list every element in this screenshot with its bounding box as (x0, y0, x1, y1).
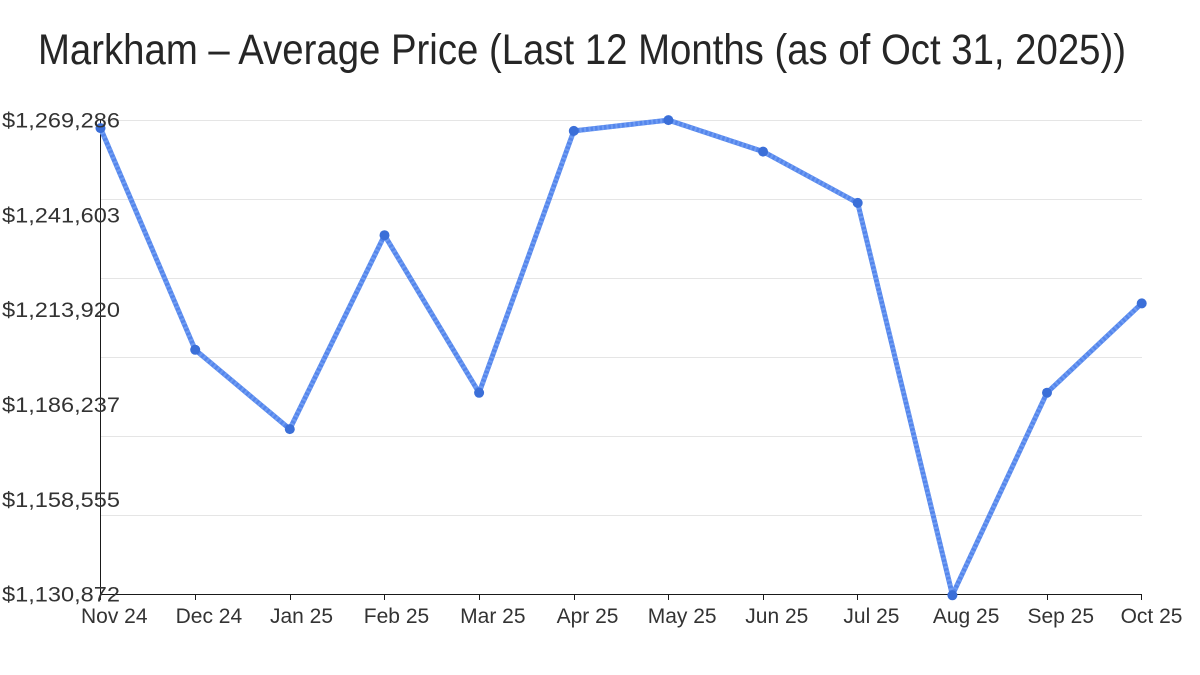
svg-text:Oct 25: Oct 25 (1121, 605, 1183, 628)
svg-text:Jan 25: Jan 25 (270, 605, 333, 628)
svg-text:Apr 25: Apr 25 (557, 605, 619, 628)
svg-text:$1,158,555: $1,158,555 (2, 489, 120, 512)
svg-text:Mar 25: Mar 25 (460, 605, 525, 628)
svg-text:Jun 25: Jun 25 (745, 605, 808, 628)
svg-text:Nov 24: Nov 24 (81, 605, 148, 628)
svg-text:$1,130,872: $1,130,872 (2, 584, 120, 607)
svg-text:Sep 25: Sep 25 (1027, 605, 1094, 628)
svg-text:$1,241,603: $1,241,603 (2, 204, 120, 227)
svg-text:$1,186,237: $1,186,237 (2, 394, 120, 417)
svg-text:$1,269,286: $1,269,286 (2, 110, 120, 133)
svg-text:Markham – Average Price (Last: Markham – Average Price (Last 12 Months … (38, 26, 1126, 74)
svg-text:Dec 24: Dec 24 (176, 605, 243, 628)
svg-text:$1,213,920: $1,213,920 (2, 299, 120, 322)
svg-text:Feb 25: Feb 25 (364, 605, 429, 628)
svg-text:May 25: May 25 (648, 605, 717, 628)
svg-text:Aug 25: Aug 25 (933, 605, 1000, 628)
svg-text:Jul 25: Jul 25 (843, 605, 899, 628)
